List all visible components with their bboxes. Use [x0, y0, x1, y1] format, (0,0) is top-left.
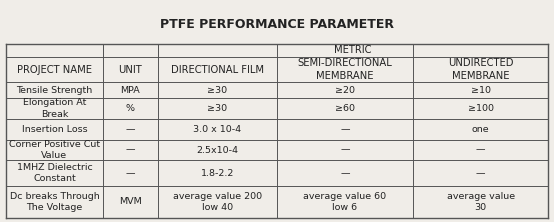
Text: 1.8-2.2: 1.8-2.2 [201, 169, 234, 178]
Text: PROJECT NAME: PROJECT NAME [17, 65, 92, 75]
Text: ≥30: ≥30 [207, 104, 227, 113]
Text: —: — [476, 146, 485, 155]
Text: UNIT: UNIT [119, 65, 142, 75]
Text: ≥10: ≥10 [470, 86, 491, 95]
Text: %: % [126, 104, 135, 113]
Text: Tensile Strength: Tensile Strength [16, 86, 93, 95]
Text: —: — [126, 169, 135, 178]
Text: ≥30: ≥30 [207, 86, 227, 95]
Text: Elongation At
Break: Elongation At Break [23, 98, 86, 119]
Text: PTFE PERFORMANCE PARAMETER: PTFE PERFORMANCE PARAMETER [160, 18, 394, 31]
Text: —: — [126, 146, 135, 155]
Text: average value
30: average value 30 [447, 192, 515, 212]
Text: SEMI-DIRECTIONAL
MEMBRANE: SEMI-DIRECTIONAL MEMBRANE [297, 58, 392, 81]
Text: 3.0 x 10-4: 3.0 x 10-4 [193, 125, 242, 134]
Text: DIRECTIONAL FILM: DIRECTIONAL FILM [171, 65, 264, 75]
Text: UNDIRECTED
MEMBRANE: UNDIRECTED MEMBRANE [448, 58, 514, 81]
Text: —: — [340, 146, 350, 155]
Text: Corner Positive Cut
Value: Corner Positive Cut Value [9, 140, 100, 160]
Text: Dc breaks Through
The Voltage: Dc breaks Through The Voltage [9, 192, 99, 212]
Text: average value 60
low 6: average value 60 low 6 [303, 192, 387, 212]
Text: 2.5x10-4: 2.5x10-4 [196, 146, 238, 155]
Text: average value 200
low 40: average value 200 low 40 [173, 192, 262, 212]
Text: ≥100: ≥100 [468, 104, 494, 113]
Text: METRIC: METRIC [334, 46, 372, 56]
Text: —: — [126, 125, 135, 134]
Text: one: one [472, 125, 489, 134]
Text: —: — [340, 125, 350, 134]
Text: —: — [340, 169, 350, 178]
Text: MPA: MPA [121, 86, 140, 95]
Text: MVM: MVM [119, 198, 142, 206]
Text: Insertion Loss: Insertion Loss [22, 125, 87, 134]
Text: ≥20: ≥20 [335, 86, 355, 95]
Text: —: — [476, 169, 485, 178]
Text: 1MHZ Dielectric
Constant: 1MHZ Dielectric Constant [17, 163, 93, 183]
Text: ≥60: ≥60 [335, 104, 355, 113]
